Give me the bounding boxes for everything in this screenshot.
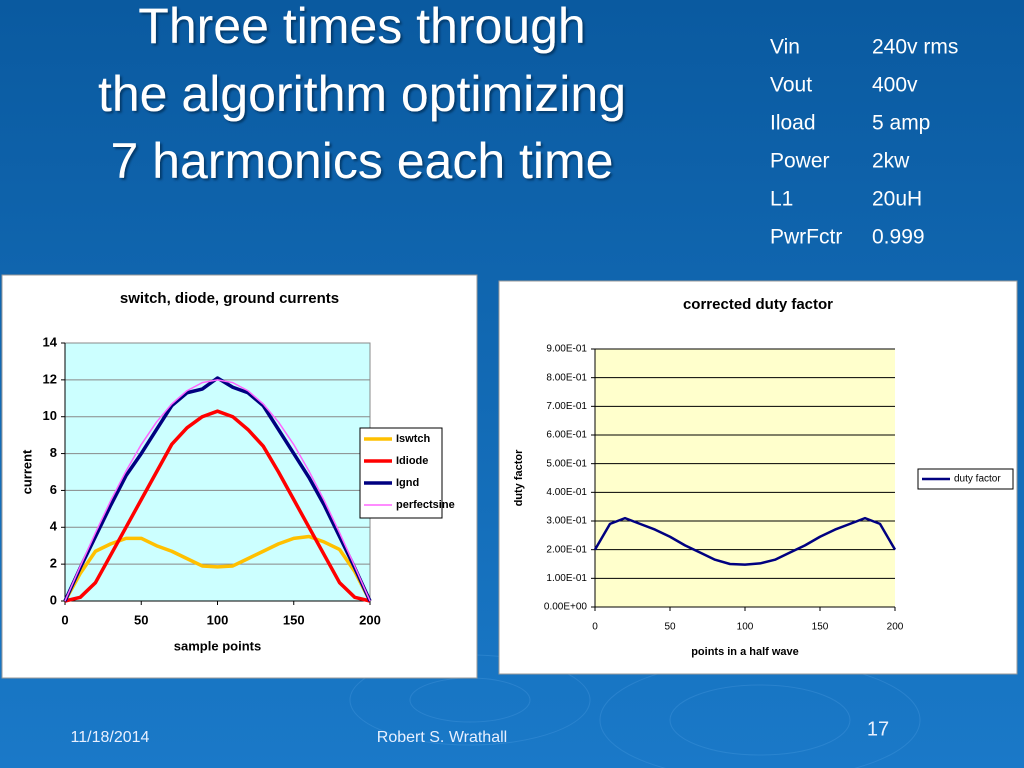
- chart-title: switch, diode, ground currents: [120, 290, 339, 307]
- y-tick-label: 14: [43, 334, 58, 349]
- legend-label: perfectsine: [396, 499, 455, 511]
- param-value: 2kw: [872, 150, 910, 173]
- legend-box: [359, 427, 443, 519]
- x-tick-label: 200: [359, 612, 381, 627]
- param-name: PwrFctr: [770, 226, 842, 249]
- y-tick-label: 4: [50, 519, 58, 534]
- param-name: Vin: [770, 36, 800, 59]
- x-tick-label: 100: [207, 612, 229, 627]
- y-tick-label: 0.00E+00: [544, 602, 588, 613]
- charts: switch, diode, ground currents 0 2 4 6 8 10 12 1…: [1, 274, 1018, 679]
- parameter-table: Vin 240v rms Vout 400v Iload 5 amp Power 2kw L1 2…: [770, 36, 958, 249]
- legend-label: Ignd: [396, 477, 419, 489]
- legend-label: duty factor: [954, 474, 1001, 485]
- x-tick-label: 0: [61, 612, 68, 627]
- x-axis-label: sample points: [174, 638, 261, 653]
- y-tick-label: 1.00E-01: [546, 573, 587, 584]
- series-line: [63, 534, 372, 602]
- x-tick-label: 150: [812, 622, 829, 633]
- series-line: [64, 379, 371, 602]
- chart: switch, diode, ground currents 0 2 4 6 8 10 12 1…: [1, 274, 478, 679]
- y-tick-label: 4.00E-01: [546, 487, 587, 498]
- x-tick-label: 150: [283, 612, 305, 627]
- chart: corrected duty factor 0.00E+00 1.00E-01 2.0…: [498, 280, 1018, 675]
- param-name: L1: [770, 188, 793, 211]
- y-tick-label: 7.00E-01: [546, 401, 587, 412]
- param-name: Power: [770, 150, 830, 173]
- y-tick-label: 3.00E-01: [546, 516, 587, 527]
- y-tick-label: 8.00E-01: [546, 372, 587, 383]
- legend-box: [917, 468, 1014, 490]
- param-value: 20uH: [872, 188, 922, 211]
- param-name: Iload: [770, 112, 816, 135]
- chart-title: corrected duty factor: [683, 296, 833, 313]
- y-axis-label: current: [19, 449, 34, 494]
- param-value: 400v: [872, 74, 918, 97]
- series-line: [63, 376, 372, 602]
- y-tick-label: 6: [50, 482, 57, 497]
- y-tick-label: 8: [50, 445, 57, 460]
- param-value: 5 amp: [872, 112, 930, 135]
- series-line: [64, 409, 371, 603]
- y-tick-label: 12: [43, 371, 57, 386]
- x-tick-label: 50: [664, 622, 676, 633]
- param-value: 0.999: [872, 226, 925, 249]
- y-tick-label: 2: [50, 556, 57, 571]
- param-name: Vout: [770, 74, 812, 97]
- legend-label: Iswtch: [396, 433, 431, 445]
- title-line: Three times through: [138, 0, 585, 54]
- slide-title: Three times through the algorithm optimi…: [98, 0, 626, 189]
- y-axis-label: duty factor: [513, 449, 525, 507]
- legend-label: Idiode: [396, 455, 428, 467]
- series-line: [593, 516, 897, 566]
- y-tick-label: 0: [50, 592, 57, 607]
- y-tick-label: 2.00E-01: [546, 544, 587, 555]
- title-line: the algorithm optimizing: [98, 66, 626, 122]
- x-tick-label: 50: [134, 612, 148, 627]
- x-tick-label: 100: [737, 622, 754, 633]
- x-tick-label: 200: [887, 622, 904, 633]
- footer-date: 11/18/2014: [71, 729, 150, 746]
- plot-area: [595, 349, 895, 607]
- x-tick-label: 0: [592, 622, 598, 633]
- title-line: 7 harmonics each time: [110, 133, 613, 189]
- plot-area: [64, 342, 371, 602]
- y-tick-label: 6.00E-01: [546, 430, 587, 441]
- param-value: 240v rms: [872, 36, 958, 59]
- y-tick-label: 10: [43, 408, 57, 423]
- x-axis-label: points in a half wave: [691, 646, 799, 658]
- page-number: 17: [867, 718, 889, 740]
- y-tick-label: 9.00E-01: [546, 344, 587, 355]
- footer-author: Robert S. Wrathall: [377, 729, 507, 746]
- y-tick-label: 5.00E-01: [546, 458, 587, 469]
